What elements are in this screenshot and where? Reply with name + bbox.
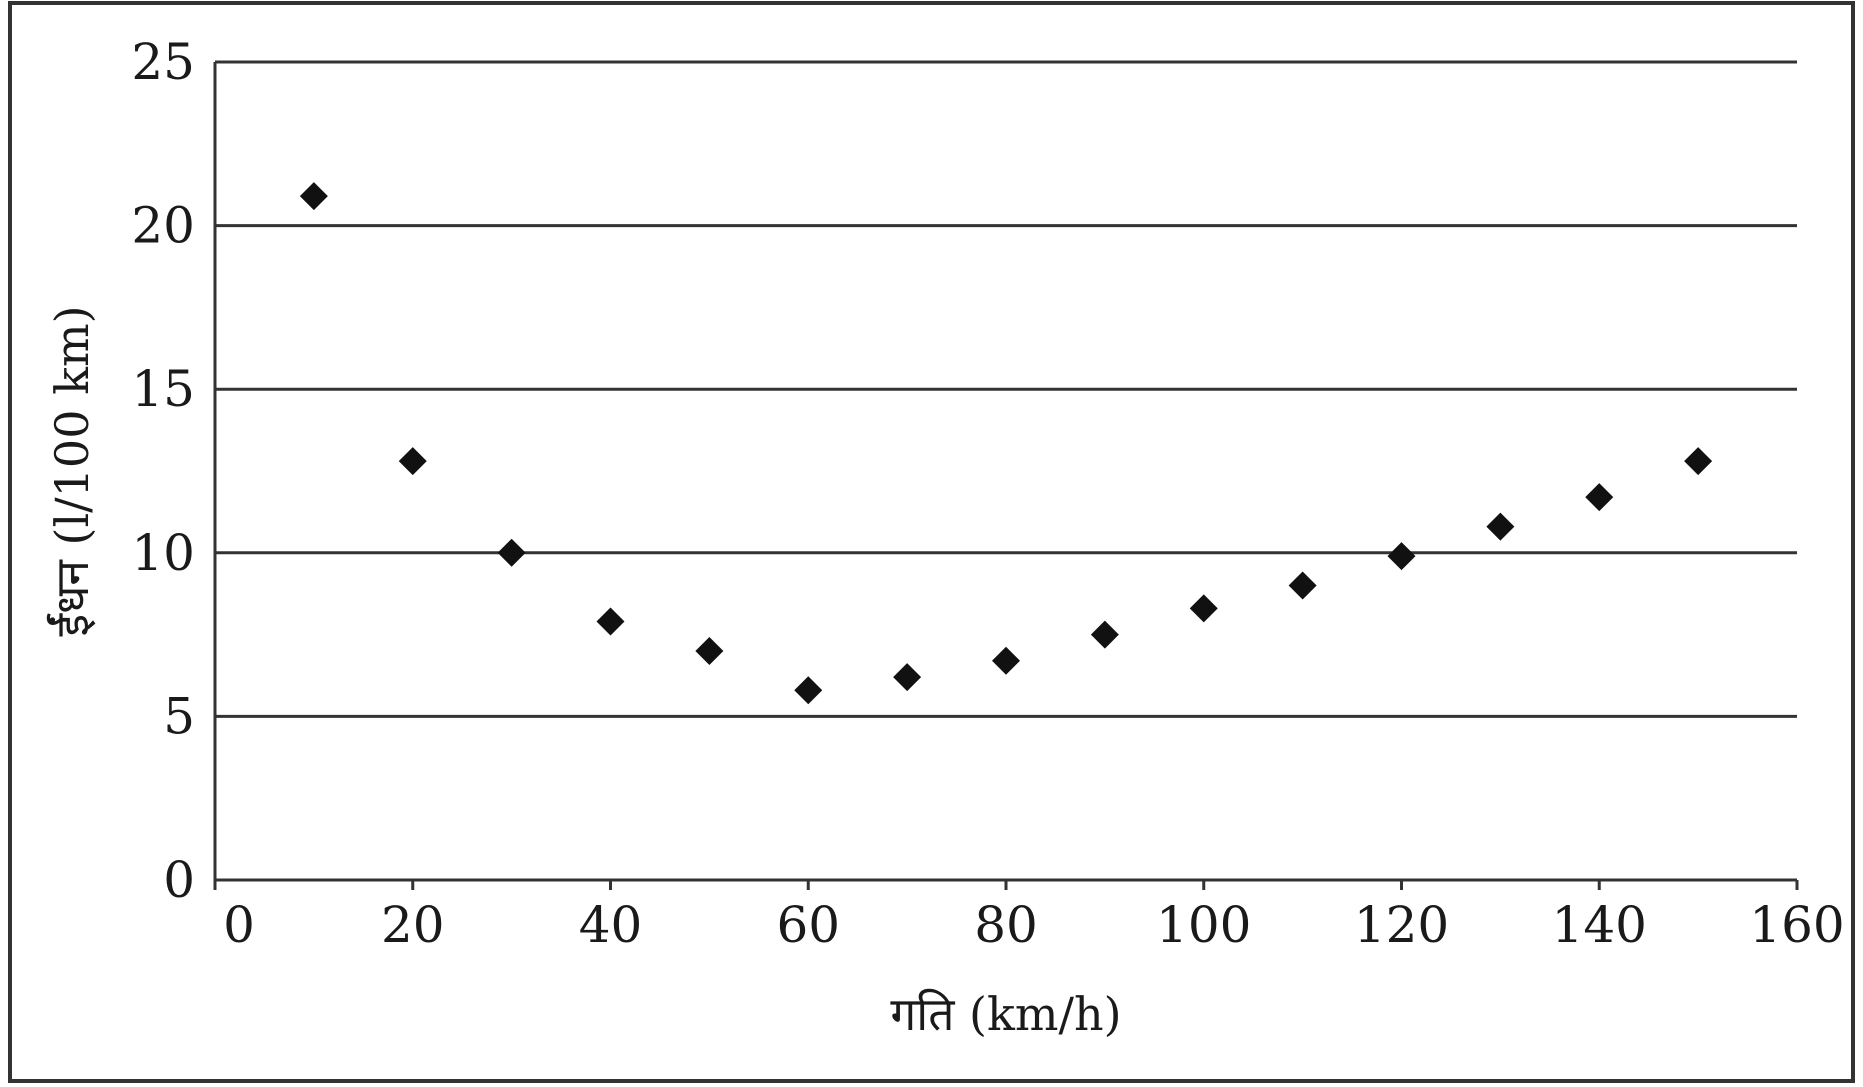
data-point <box>1585 483 1614 512</box>
y-tick-label: 25 <box>131 33 195 91</box>
x-axis-title: गति (km/h) <box>890 987 1121 1041</box>
x-tick-label: 100 <box>1156 896 1251 954</box>
data-point <box>398 447 427 476</box>
data-point <box>1189 594 1218 623</box>
data-point <box>497 538 526 567</box>
data-point <box>1288 571 1317 600</box>
data-point <box>1486 512 1515 541</box>
data-point <box>1684 447 1713 476</box>
data-point <box>893 663 922 692</box>
data-point <box>299 182 328 211</box>
y-tick-label: 0 <box>163 851 195 909</box>
data-point <box>596 607 625 636</box>
x-tick-label: 160 <box>1749 896 1844 954</box>
data-point <box>992 646 1020 675</box>
y-axis-title: ईंधन (l/100 km) <box>45 305 99 636</box>
x-tick-label: 0 <box>223 896 255 954</box>
y-tick-label: 5 <box>163 687 195 745</box>
x-tick-label: 20 <box>381 896 445 954</box>
data-points <box>299 182 1713 705</box>
data-point <box>1090 620 1119 649</box>
x-tick-label: 80 <box>974 896 1038 954</box>
y-tick-label: 10 <box>131 524 195 582</box>
x-tick-label: 140 <box>1552 896 1647 954</box>
y-tick-labels: 0 5 10 15 20 25 <box>131 33 195 909</box>
data-point <box>695 636 724 665</box>
data-point <box>794 676 823 705</box>
y-tick-label: 20 <box>131 197 195 255</box>
x-tick-label: 120 <box>1354 896 1449 954</box>
figure-frame <box>8 1 1855 1083</box>
data-point <box>1387 542 1416 571</box>
horizontal-grid-lines <box>215 60 1797 718</box>
x-tick-label: 40 <box>579 896 643 954</box>
y-tick-label: 15 <box>131 360 195 418</box>
x-tick-label: 60 <box>776 896 840 954</box>
x-tick-labels: 0 20 40 60 80 100 120 140 160 <box>213 880 1845 954</box>
